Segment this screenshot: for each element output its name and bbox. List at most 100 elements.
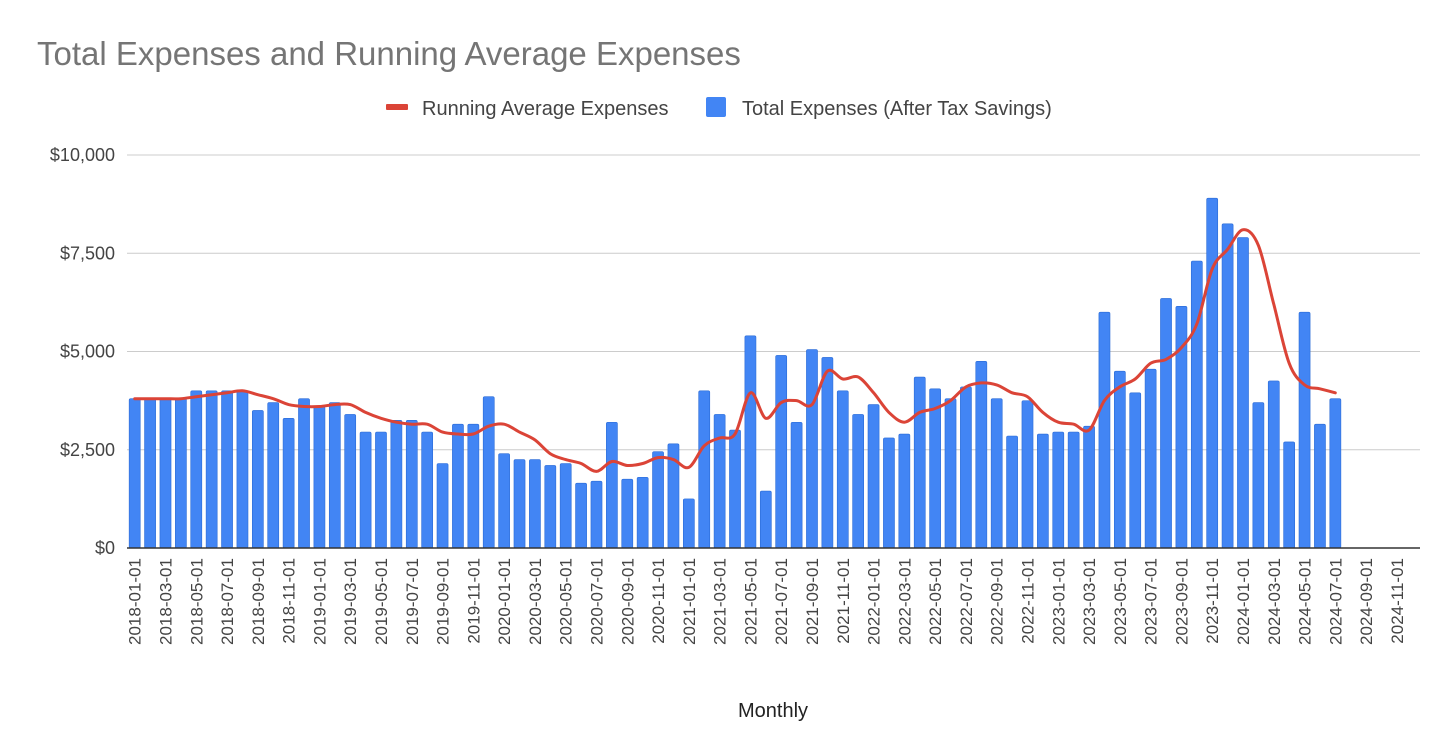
x-tick-label: 2021-05-01 (741, 558, 760, 645)
x-tick-label: 2024-01-01 (1234, 558, 1253, 645)
bar (1052, 431, 1065, 549)
chart-title: Total Expenses and Running Average Expen… (37, 35, 741, 72)
bar (1190, 260, 1203, 549)
bar (975, 361, 988, 549)
x-tick-label: 2019-07-01 (403, 558, 422, 645)
bar (1113, 370, 1126, 549)
bar (205, 390, 218, 549)
bar (1129, 392, 1142, 549)
y-tick-label: $2,500 (60, 440, 115, 460)
bar (883, 437, 895, 549)
bar (1098, 311, 1111, 549)
bar (775, 355, 788, 549)
bar (159, 398, 172, 549)
x-tick-label: 2023-07-01 (1142, 558, 1161, 645)
bar (867, 404, 880, 549)
x-tick-label: 2020-05-01 (557, 558, 576, 645)
legend-swatch-running-average (386, 104, 408, 110)
bar (128, 398, 141, 549)
bar (421, 431, 434, 549)
bar (1221, 223, 1234, 549)
bar (821, 357, 834, 549)
bar (636, 476, 649, 549)
legend-swatch-total-expenses (706, 97, 726, 117)
bar (1144, 368, 1157, 549)
bar (452, 423, 464, 549)
bar (590, 480, 603, 549)
y-tick-label: $7,500 (60, 243, 115, 263)
x-tick-label: 2018-11-01 (280, 558, 299, 644)
x-axis-title: Monthly (738, 700, 808, 722)
x-tick-label: 2023-05-01 (1111, 558, 1130, 645)
x-tick-label: 2020-07-01 (588, 558, 607, 645)
bar (1267, 380, 1280, 549)
bar (606, 421, 618, 549)
bar (405, 419, 418, 549)
x-tick-label: 2022-03-01 (895, 558, 914, 645)
x-tick-label: 2022-01-01 (865, 558, 884, 645)
bar (836, 390, 849, 549)
x-tick-label: 2022-11-01 (1019, 558, 1038, 644)
x-tick-label: 2021-01-01 (680, 558, 699, 645)
bar (1252, 402, 1265, 549)
bar (898, 433, 911, 549)
x-tick-label: 2021-11-01 (834, 558, 853, 644)
x-tick-label: 2018-07-01 (218, 558, 237, 645)
bar (529, 459, 541, 549)
bar (344, 414, 357, 549)
bar (467, 423, 480, 549)
bar (1006, 435, 1018, 549)
x-tick-label: 2019-05-01 (372, 558, 391, 645)
x-tick-label: 2024-09-01 (1357, 558, 1376, 645)
bar (298, 398, 310, 549)
bar (729, 429, 741, 549)
bar (960, 386, 972, 549)
bar (790, 421, 803, 549)
x-tick-label: 2022-07-01 (957, 558, 976, 645)
bar (713, 414, 726, 549)
bar (806, 349, 818, 549)
bar (1298, 311, 1311, 549)
bar (1237, 237, 1249, 549)
x-tick-label: 2023-03-01 (1080, 558, 1099, 645)
x-tick-label: 2020-03-01 (526, 558, 545, 645)
bar (513, 459, 526, 549)
x-tick-label: 2021-03-01 (711, 558, 730, 645)
bar (990, 398, 1003, 549)
bar (1160, 298, 1172, 549)
bar (375, 431, 387, 549)
x-axis-ticks: 2018-01-01 2018-03-01 2018-05-01 2018-07-01… (126, 558, 1407, 645)
bar (236, 390, 249, 549)
y-tick-label: $5,000 (60, 342, 115, 362)
bar (1283, 441, 1296, 549)
x-tick-label: 2018-01-01 (126, 558, 145, 645)
bar (1083, 425, 1095, 549)
bar (559, 463, 572, 549)
bar (498, 453, 510, 549)
bar (190, 390, 203, 549)
x-tick-label: 2022-05-01 (926, 558, 945, 645)
bar (744, 335, 757, 549)
bar (313, 406, 326, 549)
bar (175, 398, 187, 549)
legend-label-total-expenses: Total Expenses (After Tax Savings) (742, 98, 1052, 120)
x-tick-label: 2024-05-01 (1296, 558, 1315, 645)
x-tick-label: 2019-01-01 (310, 558, 329, 645)
x-tick-label: 2018-09-01 (249, 558, 268, 645)
line-series-running-average (133, 228, 1337, 473)
x-tick-label: 2021-09-01 (803, 558, 822, 645)
bar (1037, 433, 1049, 549)
x-tick-label: 2024-03-01 (1265, 558, 1284, 645)
y-tick-label: $0 (95, 538, 115, 558)
x-tick-label: 2019-11-01 (464, 558, 483, 644)
x-tick-label: 2020-01-01 (495, 558, 514, 645)
bar (929, 388, 941, 549)
bar (575, 482, 587, 549)
x-tick-label: 2018-05-01 (187, 558, 206, 645)
x-tick-label: 2019-09-01 (434, 558, 453, 645)
bar (913, 376, 926, 549)
x-tick-label: 2020-09-01 (618, 558, 637, 645)
bar (944, 398, 957, 549)
